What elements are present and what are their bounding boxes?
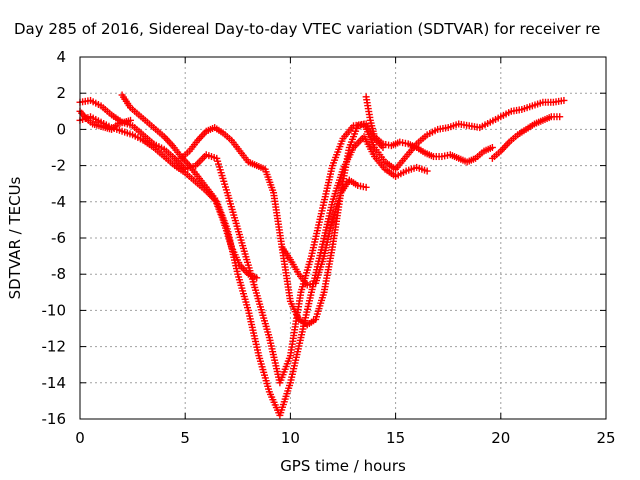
y-tick-label: -16 bbox=[42, 410, 67, 428]
x-tick-label: 20 bbox=[491, 429, 510, 447]
x-tick-label: 5 bbox=[180, 429, 190, 447]
y-tick-label: -2 bbox=[51, 157, 66, 175]
x-axis-ticks: 0 5 10 15 20 25 bbox=[75, 57, 616, 447]
y-axis-label: SDTVAR / TECUs bbox=[6, 176, 24, 299]
y-tick-label: -6 bbox=[51, 229, 66, 247]
y-tick-label: -12 bbox=[42, 338, 67, 356]
y-axis-ticks: 4 2 0 -2 -4 -6 -8 -10 -12 -14 -16 bbox=[42, 48, 606, 428]
data-point bbox=[253, 274, 261, 282]
y-tick-label: -4 bbox=[51, 193, 66, 211]
plot-frame bbox=[79, 56, 607, 420]
x-tick-label: 0 bbox=[75, 429, 85, 447]
x-tick-label: 25 bbox=[596, 429, 615, 447]
x-tick-label: 10 bbox=[281, 429, 300, 447]
data-point bbox=[556, 113, 564, 121]
y-tick-label: 2 bbox=[56, 84, 66, 102]
grid-lines bbox=[80, 57, 606, 419]
data-point bbox=[560, 96, 568, 104]
y-tick-label: -10 bbox=[42, 301, 67, 319]
x-axis-label: GPS time / hours bbox=[280, 457, 406, 475]
y-tick-label: 0 bbox=[56, 120, 66, 138]
y-tick-label: 4 bbox=[56, 48, 66, 66]
x-tick-label: 15 bbox=[386, 429, 405, 447]
data-point bbox=[362, 183, 370, 191]
data-point bbox=[126, 116, 134, 124]
chart-title: Day 285 of 2016, Sidereal Day-to-day VTE… bbox=[14, 20, 600, 38]
data-point bbox=[423, 167, 431, 175]
data-points bbox=[76, 91, 568, 419]
data-point bbox=[488, 144, 496, 151]
y-tick-label: -14 bbox=[42, 374, 67, 392]
y-tick-label: -8 bbox=[51, 265, 66, 283]
